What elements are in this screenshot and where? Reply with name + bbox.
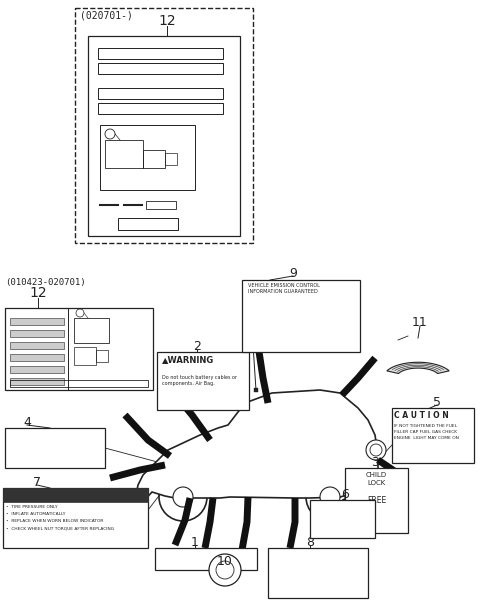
Circle shape: [366, 440, 386, 460]
Bar: [88, 36, 240, 236]
Bar: [165, 153, 177, 165]
Bar: [10, 366, 64, 373]
Text: components. Air Bag.: components. Air Bag.: [162, 381, 215, 386]
Bar: [10, 318, 64, 325]
Bar: [8, 432, 102, 439]
Text: LOCK: LOCK: [366, 515, 388, 524]
Bar: [96, 350, 108, 362]
Bar: [254, 388, 258, 392]
Text: 6: 6: [341, 488, 349, 501]
Text: VEHICLE EMISSION CONTROL: VEHICLE EMISSION CONTROL: [248, 283, 320, 288]
Circle shape: [173, 487, 193, 507]
Bar: [100, 125, 195, 190]
Text: IF NOT TIGHTENED THE FUEL: IF NOT TIGHTENED THE FUEL: [394, 424, 457, 428]
Bar: [146, 201, 176, 209]
Circle shape: [306, 473, 354, 521]
Text: 3: 3: [371, 456, 379, 469]
Bar: [10, 354, 64, 361]
Text: •  INFLATE AUTOMATICALLY: • INFLATE AUTOMATICALLY: [6, 512, 65, 516]
Bar: [118, 218, 178, 230]
Text: •  CHECK WHEEL NUT TORQUE AFTER REPLACING: • CHECK WHEEL NUT TORQUE AFTER REPLACING: [6, 526, 114, 530]
Bar: [268, 548, 368, 598]
Bar: [8, 448, 102, 455]
Text: Do not touch battery cables or: Do not touch battery cables or: [162, 375, 237, 380]
Text: FREE: FREE: [367, 496, 386, 505]
Text: 4: 4: [23, 416, 31, 429]
Bar: [98, 48, 223, 59]
Text: 5: 5: [433, 396, 441, 409]
Text: INFORMATION GUARANTEED: INFORMATION GUARANTEED: [248, 289, 318, 294]
Bar: [98, 63, 223, 74]
Polygon shape: [135, 390, 378, 505]
Bar: [345, 468, 408, 533]
Text: ▲WARNING: ▲WARNING: [162, 355, 214, 364]
Text: 7: 7: [33, 476, 41, 489]
Text: CHILD: CHILD: [365, 472, 386, 478]
Bar: [10, 342, 64, 349]
Bar: [74, 347, 96, 365]
Text: 12: 12: [29, 286, 47, 300]
Bar: [350, 493, 405, 507]
Circle shape: [209, 554, 241, 586]
Bar: [10, 378, 64, 385]
Bar: [317, 393, 339, 415]
Text: B    B  CAUTION: B B CAUTION: [10, 490, 64, 495]
Circle shape: [159, 473, 207, 521]
Bar: [350, 510, 405, 530]
Text: (020701-): (020701-): [80, 10, 133, 20]
Text: LOCK: LOCK: [367, 480, 385, 486]
Bar: [310, 500, 375, 538]
Text: ENGINE  LIGHT MAY COME ON: ENGINE LIGHT MAY COME ON: [394, 436, 459, 440]
Text: •  REPLACE WHEN WORN BELOW INDICATOR: • REPLACE WHEN WORN BELOW INDICATOR: [6, 519, 103, 523]
Text: 11: 11: [412, 316, 428, 329]
Bar: [105, 140, 143, 168]
Bar: [5, 308, 153, 390]
Text: 10: 10: [217, 555, 233, 568]
Circle shape: [320, 487, 340, 507]
Bar: [75, 8, 253, 243]
Bar: [143, 150, 165, 168]
Text: •  TIRE PRESSURE ONLY: • TIRE PRESSURE ONLY: [6, 505, 58, 509]
Bar: [244, 403, 314, 425]
Bar: [242, 280, 360, 352]
Bar: [74, 318, 109, 343]
Bar: [98, 88, 223, 99]
Bar: [3, 488, 148, 502]
Text: C A U T I O N: C A U T I O N: [394, 411, 449, 420]
Polygon shape: [387, 362, 449, 373]
Text: (010423-020701): (010423-020701): [5, 278, 85, 287]
Text: 9: 9: [289, 267, 297, 280]
Text: 8: 8: [306, 536, 314, 549]
Text: 2: 2: [193, 340, 201, 353]
Bar: [10, 330, 64, 337]
Bar: [5, 428, 105, 468]
Bar: [392, 408, 474, 463]
Bar: [98, 103, 223, 114]
Bar: [155, 548, 257, 570]
Bar: [8, 440, 102, 447]
Bar: [10, 380, 148, 387]
Text: 12: 12: [158, 14, 176, 28]
Bar: [3, 488, 148, 548]
Bar: [157, 352, 249, 410]
Text: FILLER CAP FUEL GAS CHECK: FILLER CAP FUEL GAS CHECK: [394, 430, 457, 434]
Bar: [8, 456, 102, 463]
Text: 1: 1: [191, 536, 199, 549]
